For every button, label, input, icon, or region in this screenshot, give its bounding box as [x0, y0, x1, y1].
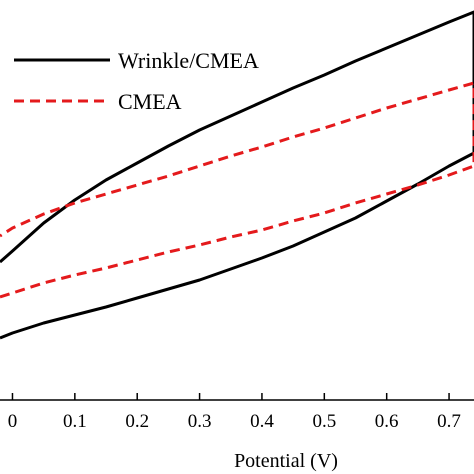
x-tick-label: 0.1 [63, 411, 87, 432]
x-axis-title: Potential (V) [234, 450, 338, 472]
x-tick-label: 0.3 [188, 411, 212, 432]
x-tick-label: 0.2 [125, 411, 149, 432]
x-tick-label: 0.5 [312, 411, 336, 432]
x-tick-label: 0.4 [250, 411, 274, 432]
x-tick-label: 0.7 [437, 411, 461, 432]
legend-label-wrinkle-cmea: Wrinkle/CMEA [118, 48, 259, 73]
x-tick-label: 0.6 [375, 411, 399, 432]
series-line-wrinkle-cmea [0, 10, 474, 340]
x-tick-label: 0 [8, 411, 18, 432]
legend-label-cmea: CMEA [118, 89, 182, 114]
